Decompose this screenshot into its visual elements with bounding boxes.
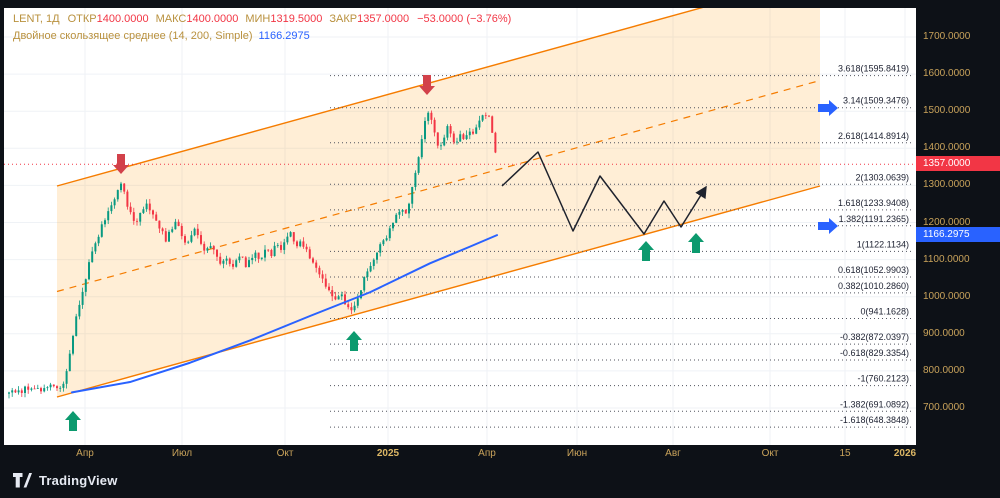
channel-mid-line[interactable]: [56, 79, 821, 293]
price-tick-label: 1400.0000: [923, 142, 971, 154]
price-tick-label: 1300.0000: [923, 179, 971, 191]
ma-value-badge: 1166.2975: [916, 227, 1000, 242]
plot-background: [4, 8, 916, 445]
markers[interactable]: [65, 75, 838, 431]
time-tick-label: Окт: [761, 448, 779, 459]
open-label: ОТКР: [67, 13, 97, 25]
last-price-badge: 1357.0000: [916, 156, 1000, 172]
fib-level-label: -0.618(829.3354): [840, 348, 909, 358]
fib-level-label: 1(1122.1134): [857, 239, 909, 249]
right-arrow-marker[interactable]: [818, 218, 838, 234]
down-arrow-marker[interactable]: [419, 75, 435, 95]
fib-level-label: -1.382(691.0892): [840, 399, 909, 409]
time-tick-label: 2026: [893, 448, 917, 459]
fib-level-label: 2.618(1414.8914): [838, 131, 909, 141]
time-tick-label: Июн: [566, 448, 588, 459]
tradingview-logo-icon: [13, 473, 32, 488]
price-tick-label: 700.0000: [923, 402, 965, 413]
up-arrow-marker[interactable]: [638, 241, 654, 261]
candles-series: [8, 110, 497, 399]
low-value: 1319.5000: [270, 13, 323, 25]
fib-level-label: 1.382(1191.2365): [839, 214, 909, 224]
ohlc-open: ОТКР1400.0000: [68, 13, 149, 25]
close-value: 1357.0000: [357, 13, 410, 25]
fib-level-label: 1.618(1233.9408): [838, 198, 909, 208]
ohlc-high: МАКС1400.0000: [156, 13, 239, 25]
ohlc-row: LENT, 1Д ОТКР1400.0000 МАКС1400.0000 МИН131…: [13, 11, 511, 28]
fib-level-label: 3.14(1509.3476): [843, 96, 909, 106]
parallel-channel[interactable]: [56, 0, 821, 398]
change-value: −53.0000 (−3.76%): [417, 13, 512, 25]
low-label: МИН: [245, 13, 271, 25]
up-arrow-marker[interactable]: [346, 331, 362, 351]
time-tick-label: Апр: [76, 448, 94, 459]
price-tick-label: 1600.0000: [923, 68, 971, 80]
ohlc-close: ЗАКР1357.0000: [329, 13, 409, 25]
fib-level-label: 0.618(1052.9903): [838, 265, 909, 275]
price-tick-label: 900.0000: [923, 327, 965, 339]
time-tick-label: 15: [839, 448, 851, 459]
fib-level-label: 0.382(1010.2860): [838, 281, 909, 291]
ohlc-low: МИН1319.5000: [245, 13, 322, 25]
high-label: МАКС: [155, 13, 187, 25]
grid: [4, 8, 916, 445]
price-tick-label: 800.0000: [923, 364, 965, 376]
fib-level-label: -1.618(648.3848): [840, 415, 909, 425]
legend: LENT, 1Д ОТКР1400.0000 МАКС1400.0000 МИН131…: [13, 11, 511, 45]
time-tick-label: Июл: [171, 448, 193, 459]
indicator-title[interactable]: Двойное скользящее среднее (14, 200, Sim…: [13, 30, 253, 42]
ma-line[interactable]: [71, 234, 498, 394]
projection-zigzag[interactable]: [501, 151, 707, 235]
symbol-title[interactable]: LENT, 1Д: [13, 13, 60, 25]
channel-bottom-line[interactable]: [56, 185, 821, 398]
tradingview-logo-text: TradingView: [39, 473, 118, 488]
price-tick-label: 1000.0000: [923, 290, 971, 302]
channel-top-line[interactable]: [56, 0, 820, 187]
indicator-value: 1166.2975: [258, 30, 310, 42]
open-value: 1400.0000: [96, 13, 149, 25]
price-tick-label: 1500.0000: [923, 105, 971, 117]
fib-level-label: 3.618(1595.8419): [838, 64, 909, 74]
high-value: 1400.0000: [186, 13, 239, 25]
price-axis[interactable]: 1700.0000 1600.0000 1500.0000 1400.0000 1300…: [916, 0, 1000, 445]
time-tick-label: Окт: [276, 448, 294, 459]
fib-level-label: -0.382(872.0397): [840, 332, 909, 342]
time-tick-label: 2025: [376, 448, 400, 459]
fib-level-label: 0(941.1628): [860, 307, 909, 317]
up-arrow-marker[interactable]: [688, 233, 704, 253]
price-tick-label: 1100.0000: [923, 253, 970, 265]
time-tick-label: Авг: [665, 448, 681, 459]
fib-extension[interactable]: 3.618(1595.8419) 3.14(1509.3476) 2.618(141…: [330, 64, 913, 428]
price-tick-label: 1700.0000: [923, 31, 971, 42]
price-tick-label: 1200.0000: [923, 216, 971, 228]
up-arrow-marker[interactable]: [65, 411, 81, 431]
down-arrow-marker[interactable]: [113, 154, 129, 174]
fib-level-label: 2(1303.0639): [855, 172, 909, 182]
indicator-row: Двойное скользящее среднее (14, 200, Sim…: [13, 28, 511, 45]
tradingview-logo[interactable]: TradingView: [13, 473, 118, 488]
right-arrow-marker[interactable]: [818, 100, 838, 116]
close-label: ЗАКР: [329, 13, 358, 25]
time-tick-label: Апр: [478, 448, 496, 459]
time-axis[interactable]: Апр Июл Окт 2025 Апр Июн Авг Окт 15 2026: [0, 446, 916, 464]
fib-level-label: -1(760.2123): [857, 374, 909, 384]
